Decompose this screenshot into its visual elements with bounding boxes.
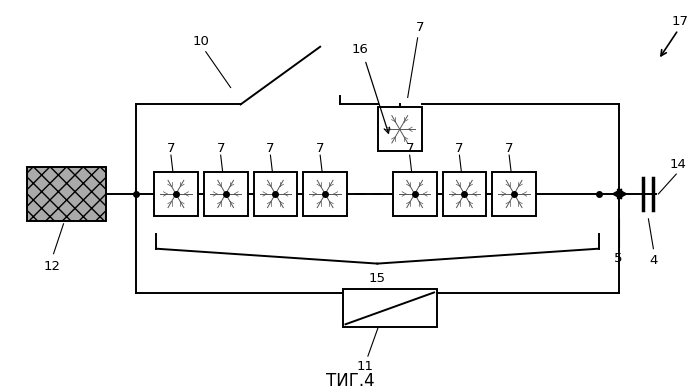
Bar bbox=[254, 172, 297, 216]
Text: 5: 5 bbox=[614, 252, 623, 265]
Text: 7: 7 bbox=[505, 142, 513, 155]
Bar bbox=[303, 172, 347, 216]
Text: 15: 15 bbox=[369, 272, 386, 285]
Text: 14: 14 bbox=[670, 158, 686, 171]
Polygon shape bbox=[618, 189, 626, 199]
Text: 7: 7 bbox=[405, 142, 414, 155]
Text: 16: 16 bbox=[352, 43, 368, 56]
Text: 17: 17 bbox=[672, 15, 689, 28]
Bar bbox=[204, 172, 247, 216]
Text: 7: 7 bbox=[217, 142, 225, 155]
Bar bbox=[154, 172, 198, 216]
Bar bbox=[27, 167, 106, 221]
Text: 11: 11 bbox=[356, 359, 373, 372]
Text: 10: 10 bbox=[192, 35, 209, 48]
Text: 7: 7 bbox=[266, 142, 275, 155]
Bar bbox=[393, 172, 437, 216]
Text: 4: 4 bbox=[649, 254, 658, 267]
Bar bbox=[442, 172, 487, 216]
Text: 7: 7 bbox=[415, 21, 424, 34]
Text: 7: 7 bbox=[455, 142, 463, 155]
Text: 7: 7 bbox=[316, 142, 324, 155]
Bar bbox=[343, 289, 437, 327]
Text: ΤИГ.4: ΤИГ.4 bbox=[326, 372, 374, 390]
Bar bbox=[492, 172, 536, 216]
Bar bbox=[378, 107, 421, 151]
Polygon shape bbox=[612, 189, 621, 199]
Text: 12: 12 bbox=[43, 260, 60, 273]
Text: 7: 7 bbox=[166, 142, 175, 155]
